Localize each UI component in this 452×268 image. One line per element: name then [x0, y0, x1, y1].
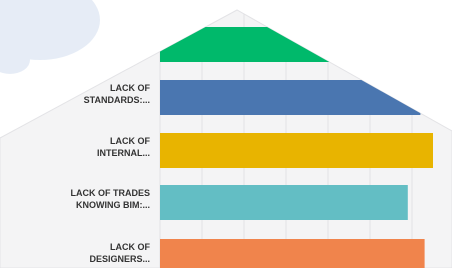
map-watermark [0, 0, 100, 74]
bar [160, 27, 452, 62]
category-label: LACK OF STANDARDS:... [66, 82, 150, 106]
category-label: LACK OF INTERNAL... [66, 135, 150, 159]
bar [160, 133, 433, 168]
category-label: LACK OF TRADES KNOWING BIM:... [66, 187, 150, 211]
category-label: LACK OF DESIGNERS... [66, 241, 150, 265]
bar [160, 80, 420, 115]
page: LACK OF STANDARDS:... LACK OF INTERNAL...… [0, 0, 452, 268]
bar [160, 185, 408, 220]
bar [160, 239, 425, 268]
